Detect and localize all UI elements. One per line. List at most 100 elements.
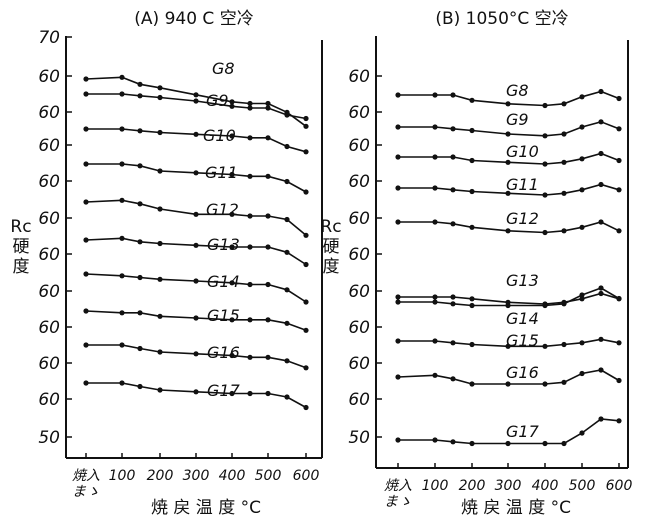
x-axis-label: 焼 戻 温 度 °C bbox=[461, 498, 571, 518]
data-point bbox=[284, 287, 290, 293]
data-point bbox=[542, 343, 548, 349]
y-axis-label: 度 bbox=[13, 257, 30, 277]
series-line bbox=[398, 338, 620, 348]
data-point bbox=[137, 274, 143, 281]
y-tick-label: 50 bbox=[348, 428, 370, 448]
data-point bbox=[193, 98, 199, 104]
data-point bbox=[119, 74, 125, 80]
x-tick-label: 500 bbox=[569, 478, 596, 494]
data-point bbox=[303, 365, 309, 371]
data-point bbox=[432, 299, 438, 305]
series-label: G11 bbox=[506, 175, 539, 194]
data-point bbox=[193, 351, 199, 357]
data-point bbox=[579, 340, 585, 346]
data-point bbox=[469, 127, 475, 134]
series-label: G10 bbox=[506, 142, 539, 161]
data-point bbox=[469, 97, 475, 103]
series-label: G12 bbox=[206, 200, 239, 219]
data-point bbox=[505, 381, 511, 387]
x-tick-label: 600 bbox=[293, 468, 320, 484]
data-point bbox=[432, 154, 438, 160]
data-point bbox=[579, 187, 585, 193]
data-point bbox=[193, 131, 199, 137]
data-point bbox=[579, 370, 585, 377]
data-point bbox=[395, 92, 401, 98]
series-line bbox=[85, 273, 307, 303]
data-point bbox=[450, 301, 456, 307]
y-tick-label: 60 bbox=[38, 136, 60, 156]
y-tick-label: 60 bbox=[38, 172, 60, 192]
data-point bbox=[303, 404, 309, 411]
x-tick-label: 焼入 bbox=[384, 478, 412, 494]
data-point bbox=[616, 377, 622, 384]
data-point bbox=[616, 418, 622, 424]
y-axis-label: Rc bbox=[10, 217, 31, 237]
series-line bbox=[397, 369, 620, 385]
data-point bbox=[616, 228, 622, 234]
data-point bbox=[469, 296, 475, 302]
data-point bbox=[561, 101, 567, 107]
data-point bbox=[83, 126, 89, 132]
series-line bbox=[85, 237, 307, 266]
data-point bbox=[616, 296, 622, 302]
data-point bbox=[450, 376, 456, 382]
series-line bbox=[398, 152, 620, 165]
data-point bbox=[303, 123, 309, 129]
data-point bbox=[83, 237, 89, 243]
data-point bbox=[229, 244, 235, 250]
data-point bbox=[561, 299, 567, 305]
series-label: G13 bbox=[207, 235, 240, 254]
y-tick-label: 60 bbox=[348, 136, 370, 156]
data-point bbox=[193, 211, 199, 217]
data-point bbox=[505, 131, 511, 137]
y-tick-label: 60 bbox=[348, 67, 370, 87]
data-point bbox=[229, 211, 235, 217]
data-point bbox=[505, 440, 511, 447]
series-line bbox=[398, 287, 620, 307]
data-point bbox=[542, 229, 548, 236]
data-point bbox=[137, 310, 143, 316]
data-point bbox=[119, 310, 125, 316]
series-line bbox=[398, 183, 620, 196]
x-axis-label: 焼 戻 温 度 °C bbox=[151, 498, 261, 518]
data-point bbox=[247, 244, 253, 250]
data-point bbox=[542, 440, 548, 447]
data-point bbox=[432, 219, 438, 225]
x-tick-label: 100 bbox=[109, 468, 136, 484]
data-point bbox=[193, 242, 199, 248]
data-point bbox=[119, 342, 125, 348]
series-line bbox=[398, 292, 620, 305]
data-point bbox=[561, 159, 567, 165]
data-point bbox=[505, 343, 511, 349]
chart-title: (B) 1050°C 空冷 bbox=[435, 9, 568, 29]
y-tick-label: 60 bbox=[38, 103, 60, 123]
data-point bbox=[450, 439, 456, 445]
data-point bbox=[542, 133, 548, 139]
data-point bbox=[395, 124, 401, 130]
series-label: G9 bbox=[206, 91, 229, 110]
data-point bbox=[119, 380, 125, 386]
y-axis-label: 硬 bbox=[13, 237, 30, 257]
data-point bbox=[469, 188, 475, 195]
data-point bbox=[265, 354, 271, 360]
data-point bbox=[432, 185, 438, 191]
y-tick-label: 60 bbox=[38, 209, 60, 229]
data-point bbox=[579, 94, 585, 100]
data-point bbox=[83, 308, 89, 314]
data-point bbox=[193, 92, 199, 98]
data-point bbox=[229, 352, 235, 359]
data-point bbox=[83, 380, 89, 386]
data-point bbox=[395, 437, 401, 443]
data-point bbox=[505, 299, 511, 305]
data-point bbox=[561, 341, 567, 348]
x-tick-label: 600 bbox=[606, 478, 633, 494]
data-point bbox=[247, 173, 253, 179]
data-point bbox=[432, 338, 438, 344]
data-point bbox=[469, 381, 475, 387]
data-point bbox=[247, 317, 253, 323]
x-tick-label: 400 bbox=[532, 478, 559, 494]
data-point bbox=[598, 181, 604, 188]
series-line bbox=[85, 310, 307, 332]
data-point bbox=[561, 440, 567, 447]
data-point bbox=[579, 430, 585, 436]
